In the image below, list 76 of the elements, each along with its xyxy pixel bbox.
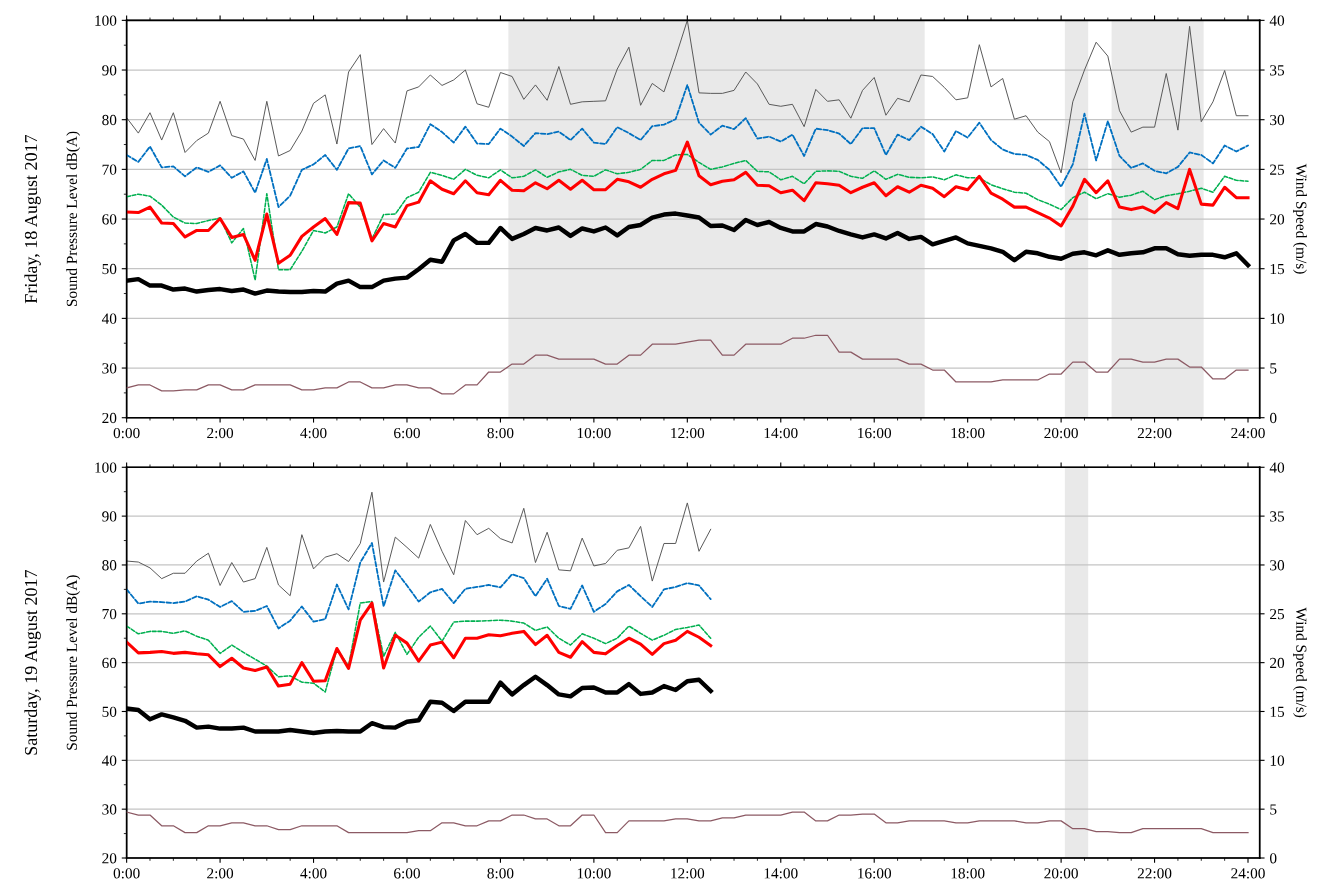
line-series [126, 334, 1249, 395]
x-tick-label: 20:00 [1044, 868, 1078, 879]
y-tick-label: 20 [102, 853, 117, 864]
x-tick-label: 4:00 [300, 868, 327, 879]
x-tick-label: 8:00 [487, 868, 514, 879]
text: Friday, 18 August 2017 [24, 134, 41, 304]
x-tick-label: 16:00 [858, 868, 892, 879]
y-tick-label: 50 [102, 706, 117, 717]
y2-tick-label: 15 [1270, 263, 1285, 275]
x-tick-label: 6:00 [394, 868, 420, 879]
x-tick-label: 22:00 [1137, 427, 1172, 439]
y2-tick-label: 0 [1269, 412, 1277, 424]
x-tick-label: 22:00 [1137, 868, 1172, 879]
y-tick-label: 100 [95, 462, 117, 473]
x-tick-label: 0:00 [113, 427, 140, 439]
x-tick-label: 8:00 [487, 427, 514, 439]
y-tick-label: 30 [102, 804, 117, 815]
y-tick-label: 60 [102, 214, 117, 225]
y2-axis-title: Wind Speed (m/s) [1293, 163, 1307, 274]
y2-tick-label: 5 [1270, 363, 1277, 374]
y2-tick-label: 10 [1270, 313, 1285, 324]
y-tick-label: 60 [102, 657, 117, 669]
y-tick-label: 40 [101, 313, 117, 324]
line-series [126, 84, 1249, 209]
y2-tick-label: 20 [1270, 214, 1285, 225]
y2-tick-label: 30 [1270, 560, 1285, 571]
y-tick-label: 50 [102, 263, 117, 275]
x-tick-label: 16:00 [858, 427, 892, 439]
x-tick-label: 12:00 [671, 868, 705, 879]
y2-tick-label: 40 [1269, 15, 1285, 26]
x-tick-label: 18:00 [951, 427, 985, 439]
y-tick-label: 90 [102, 65, 117, 76]
x-tick-label: 10:00 [577, 868, 611, 879]
y-axis-title: Sound Pressure Level dB(A) [66, 131, 81, 307]
x-tick-label: 24:00 [1231, 427, 1265, 439]
x-tick-label: 24:00 [1231, 868, 1265, 879]
y2-tick-label: 35 [1270, 511, 1285, 522]
line-series [126, 140, 1250, 265]
x-tick-label: 2:00 [207, 427, 234, 439]
y-tick-label: 20 [102, 412, 117, 424]
y-tick-label: 80 [102, 114, 117, 126]
y-tick-label: 40 [101, 755, 117, 766]
y2-tick-label: 0 [1269, 853, 1277, 864]
y2-tick-label: 25 [1270, 608, 1285, 620]
x-tick-label: 10:00 [577, 427, 611, 439]
line-series [126, 542, 712, 630]
line-series [126, 20, 1249, 174]
y2-tick-label: 40 [1269, 462, 1285, 473]
y-tick-label: 30 [102, 363, 117, 374]
y-tick-label: 80 [102, 560, 117, 571]
line-series [126, 811, 1249, 834]
line-series [126, 491, 712, 597]
x-tick-label: 18:00 [951, 868, 985, 879]
y-tick-label: 70 [102, 164, 117, 175]
x-tick-label: 6:00 [394, 427, 420, 439]
x-tick-label: 14:00 [764, 427, 798, 439]
text: Saturday, 19 August 2017 [24, 569, 41, 755]
y-tick-label: 90 [102, 511, 117, 522]
line-series [126, 153, 1249, 281]
y-tick-label: 100 [95, 15, 117, 26]
x-tick-label: 14:00 [764, 868, 798, 879]
y2-tick-label: 10 [1270, 755, 1285, 766]
x-tick-label: 12:00 [671, 427, 705, 439]
y-axis-title: Sound Pressure Level dB(A) [66, 575, 81, 750]
y2-tick-label: 25 [1270, 164, 1285, 175]
y2-tick-label: 30 [1270, 114, 1285, 126]
y2-tick-label: 35 [1270, 65, 1285, 76]
y2-axis-title: Wind Speed (m/s) [1293, 607, 1307, 718]
y2-tick-label: 20 [1270, 657, 1285, 669]
x-tick-label: 20:00 [1044, 427, 1078, 439]
x-tick-label: 2:00 [207, 868, 234, 879]
x-tick-label: 0:00 [113, 868, 140, 879]
x-tick-label: 4:00 [300, 427, 327, 439]
y2-tick-label: 15 [1270, 706, 1285, 717]
y-tick-label: 70 [102, 608, 117, 620]
y2-tick-label: 5 [1270, 804, 1277, 815]
